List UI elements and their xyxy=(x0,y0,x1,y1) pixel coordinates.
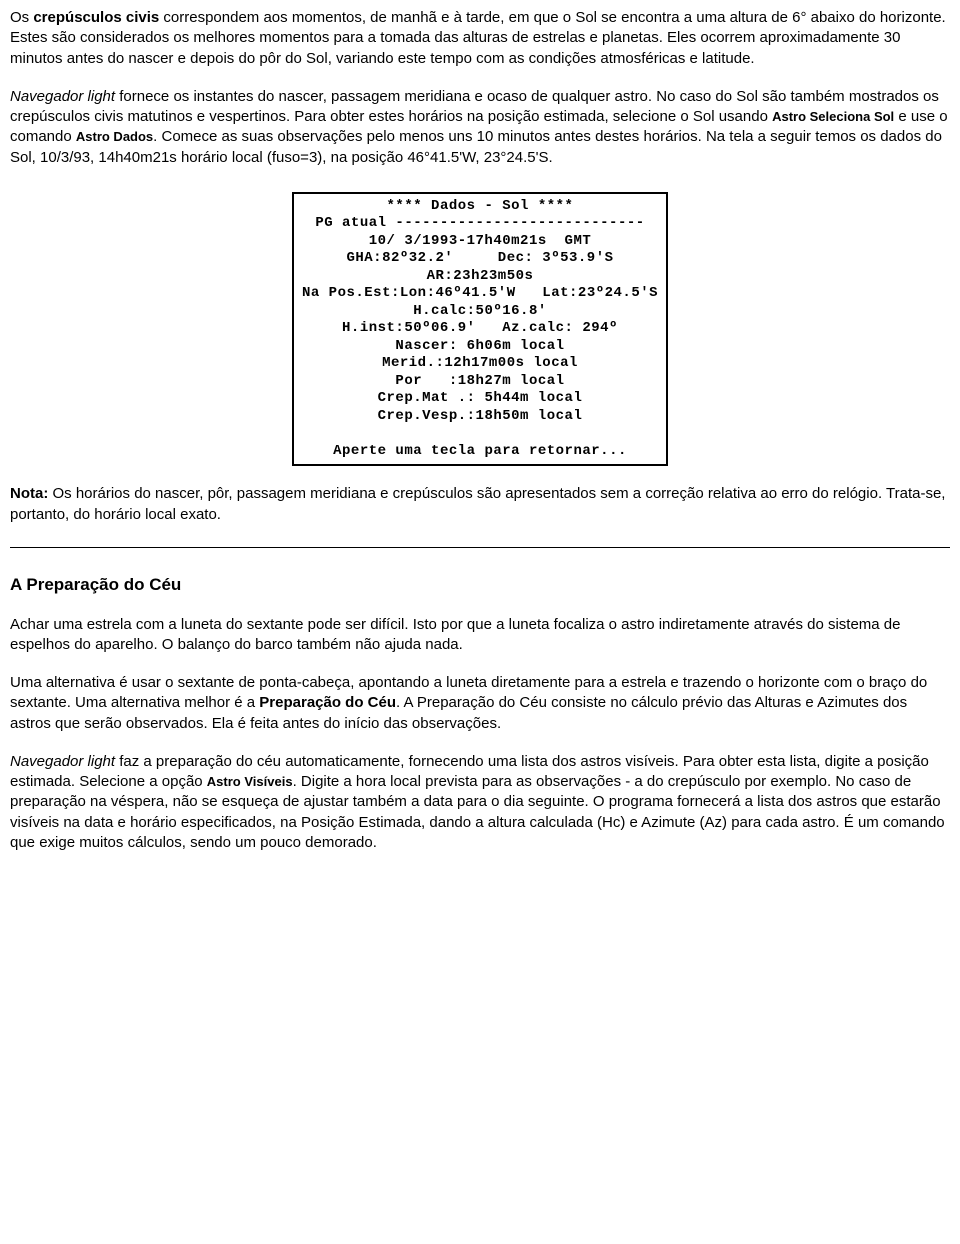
product-name: Navegador light xyxy=(10,753,115,770)
terminal-line: AR:23h23m50s xyxy=(427,268,534,284)
terminal-line: H.calc:50º16.8' xyxy=(413,303,547,319)
terminal-line: Merid.:12h17m00s local xyxy=(382,355,578,371)
terminal-line: Nascer: 6h06m local xyxy=(395,338,564,354)
menu-astro-visiveis: Astro Visíveis xyxy=(207,774,293,789)
paragraph-navlight-preparacao: Navegador light faz a preparação do céu … xyxy=(10,752,950,853)
nota-label: Nota: xyxy=(10,485,48,502)
nota-text: Os horários do nascer, pôr, passagem mer… xyxy=(10,485,945,522)
terminal-line: Na Pos.Est:Lon:46º41.5'W Lat:23º24.5'S xyxy=(302,285,658,301)
menu-astro-dados: Astro Dados xyxy=(76,129,153,144)
terminal-line: 10/ 3/1993-17h40m21s GMT xyxy=(369,233,592,249)
paragraph-navegador-light: Navegador light fornece os instantes do … xyxy=(10,87,950,168)
terminal-line: **** Dados - Sol **** xyxy=(387,198,574,214)
terminal-line: GHA:82º32.2' Dec: 3º53.9'S xyxy=(346,250,613,266)
term-crepusculos-civis: crepúsculos civis xyxy=(33,9,159,26)
terminal-line: Crep.Vesp.:18h50m local xyxy=(378,408,583,424)
menu-astro-seleciona-sol: Astro Seleciona Sol xyxy=(772,109,894,124)
terminal-line: PG atual ---------------------------- xyxy=(315,215,644,231)
heading-preparacao-do-ceu: A Preparação do Céu xyxy=(10,574,950,597)
paragraph-nota: Nota: Os horários do nascer, pôr, passag… xyxy=(10,484,950,525)
paragraph-achar-estrela: Achar uma estrela com a luneta do sextan… xyxy=(10,615,950,656)
product-name: Navegador light xyxy=(10,88,115,105)
paragraph-alternativa: Uma alternativa é usar o sextante de pon… xyxy=(10,673,950,734)
terminal-wrapper: **** Dados - Sol **** PG atual ---------… xyxy=(10,186,950,485)
term-preparacao-do-ceu: Preparação do Céu xyxy=(259,694,396,711)
text: Os xyxy=(10,9,33,26)
terminal-line: Crep.Mat .: 5h44m local xyxy=(378,390,583,406)
terminal-line: Por :18h27m local xyxy=(395,373,564,389)
terminal-line: H.inst:50º06.9' Az.calc: 294º xyxy=(342,320,618,336)
paragraph-crepusculos: Os crepúsculos civis correspondem aos mo… xyxy=(10,8,950,69)
divider xyxy=(10,547,950,548)
terminal-output: **** Dados - Sol **** PG atual ---------… xyxy=(292,192,668,467)
terminal-line: Aperte uma tecla para retornar... xyxy=(333,443,627,459)
